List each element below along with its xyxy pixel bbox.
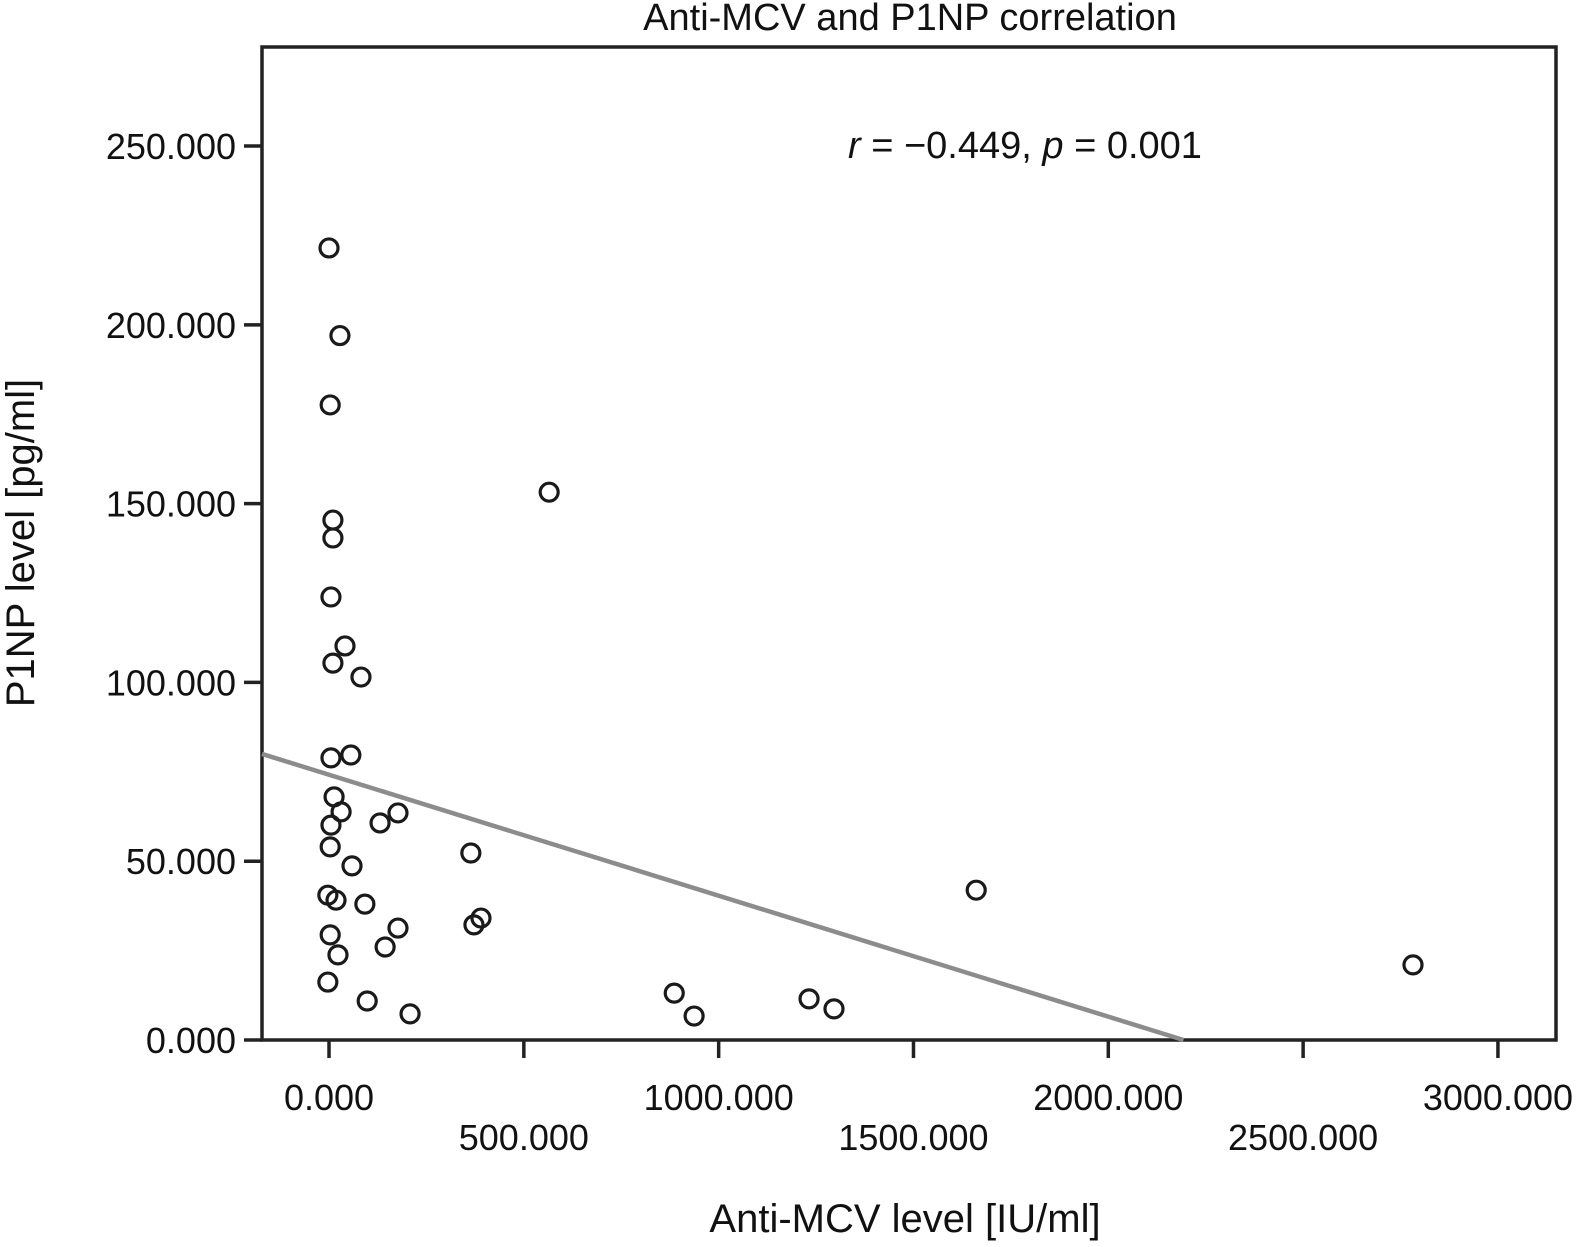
data-point [341,855,363,877]
x-tick-label: 0.000 [284,1077,374,1118]
p-value: = 0.001 [1064,125,1202,167]
y-tick-label: 250.000 [106,126,236,167]
data-points [317,237,1424,1027]
y-axis: 0.000 50.000 100.000 150.000 200.000 250.000 [106,126,262,1061]
data-point [327,944,349,966]
data-point [320,814,342,836]
data-point [798,988,820,1010]
y-tick-label: 100.000 [106,662,236,703]
chart-title: Anti-MCV and P1NP correlation [643,0,1177,39]
y-tick-label: 150.000 [106,484,236,525]
data-point [322,652,344,674]
data-point [399,1003,421,1025]
r-value: = −0.449, [861,125,1043,167]
plot-frame [260,45,1558,1042]
x-tick-label: 3000.000 [1423,1077,1573,1118]
data-point [1402,954,1424,976]
data-point [330,801,352,823]
data-point [317,971,339,993]
x-tick-label: 1000.000 [644,1077,794,1118]
data-point [356,990,378,1012]
y-tick-label: 0.000 [146,1020,236,1061]
x-tick-label: 500.000 [459,1117,589,1158]
data-point [334,635,356,657]
data-point [322,509,344,531]
data-point [683,1005,705,1027]
x-tick-label: 1500.000 [838,1117,988,1158]
data-point [374,936,396,958]
x-tick-label: 2000.000 [1033,1077,1183,1118]
data-point [538,481,560,503]
data-point [387,802,409,824]
data-point [354,893,376,915]
data-point [460,842,482,864]
y-axis-label: P1NP level [pg/ml] [0,379,43,707]
data-point [965,879,987,901]
data-point [320,586,342,608]
x-axis-label: Anti-MCV level [IU/ml] [709,1197,1100,1241]
y-tick-label: 200.000 [106,305,236,346]
data-point [369,812,391,834]
y-tick-label: 50.000 [126,841,236,882]
data-point [320,747,342,769]
data-point [663,982,685,1004]
correlation-annotation: r = −0.449, p = 0.001 [848,125,1202,167]
data-point [340,744,362,766]
data-point [463,914,485,936]
data-point [319,394,341,416]
regression-line [261,751,1185,1043]
data-point [350,666,372,688]
data-point [325,889,347,911]
data-point [322,527,344,549]
p-symbol: p [1041,125,1063,167]
data-point [470,907,492,929]
data-point [823,998,845,1020]
x-axis: 0.000 500.000 1000.000 1500.000 2000.000 2500… [284,1040,1573,1158]
r-symbol: r [848,125,862,167]
data-point [318,237,340,259]
data-point [319,924,341,946]
data-point [329,324,351,347]
data-point [319,836,341,858]
x-tick-label: 2500.000 [1228,1117,1378,1158]
data-point [387,917,409,939]
